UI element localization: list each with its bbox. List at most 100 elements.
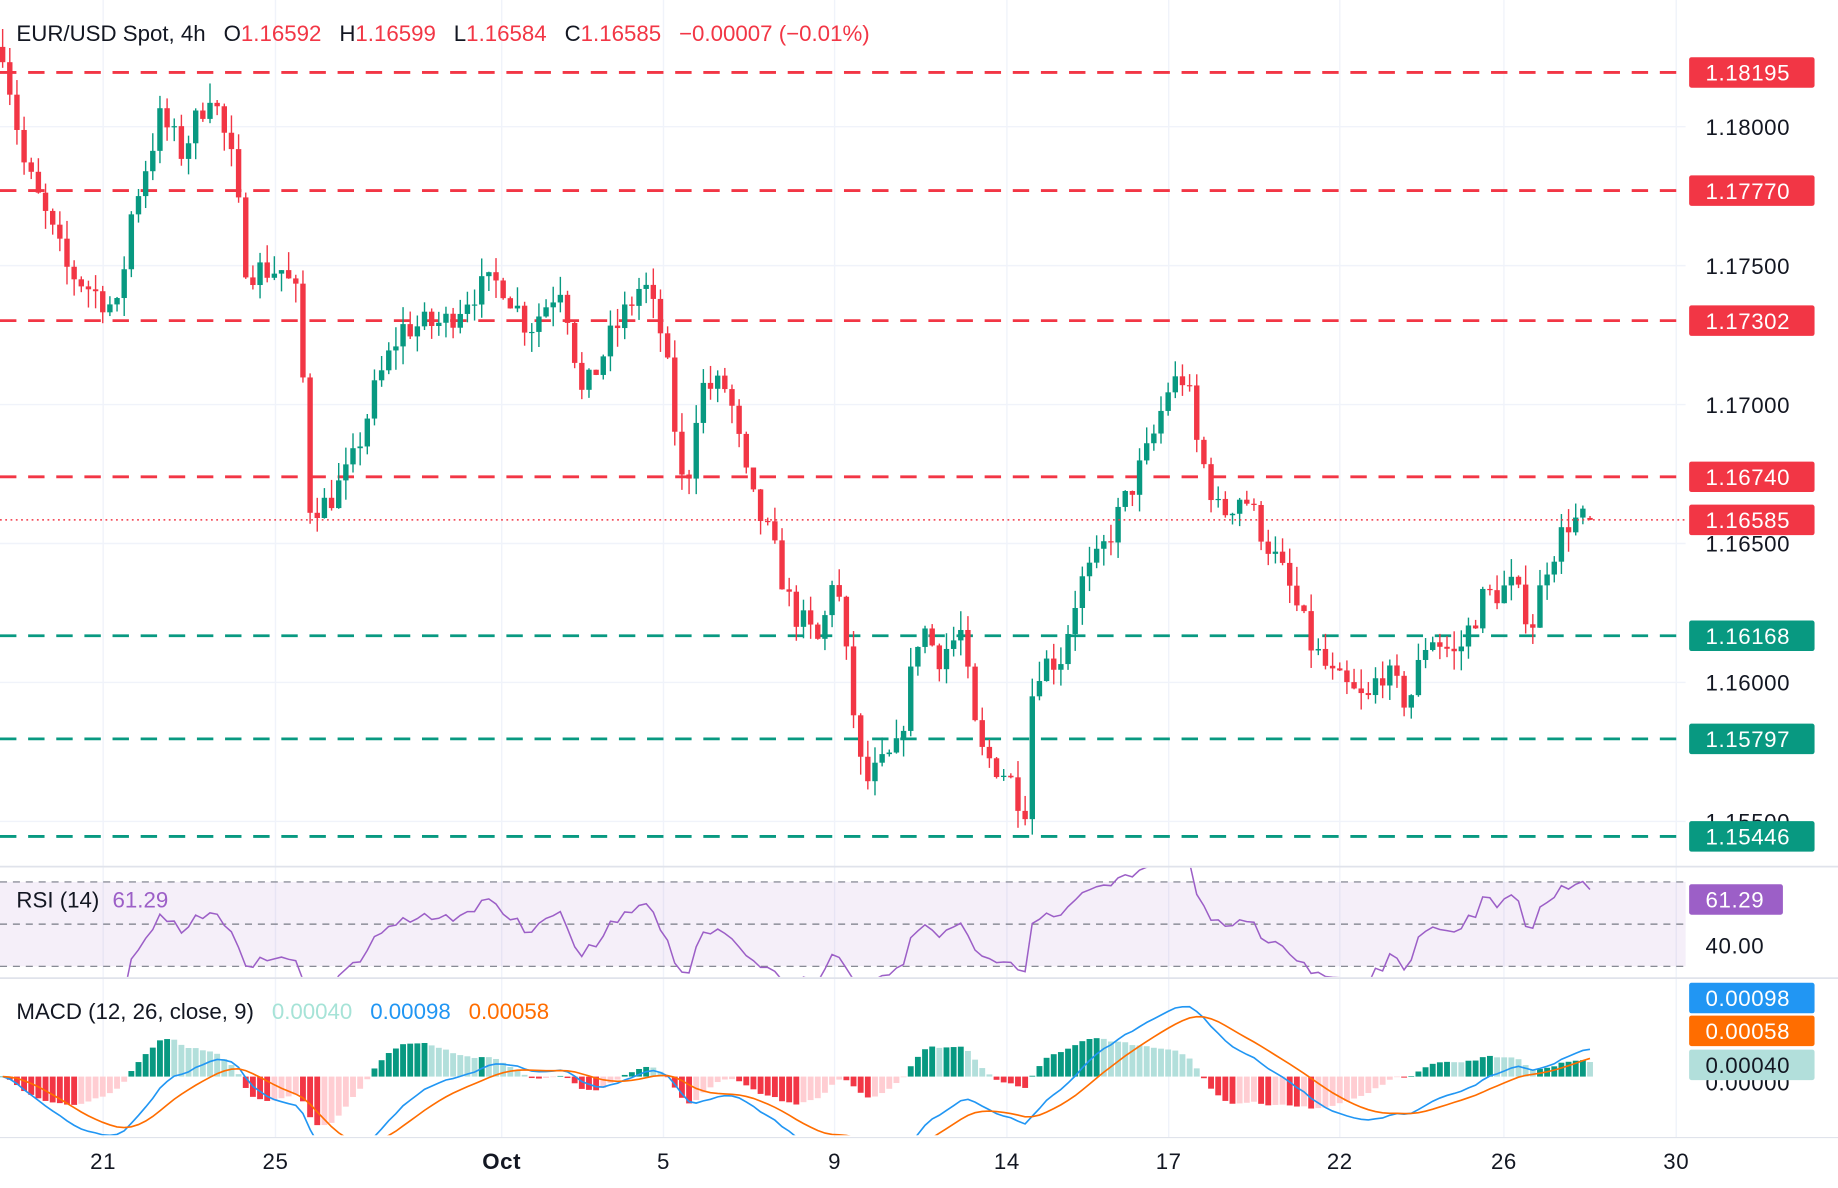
candle-body xyxy=(1051,658,1057,670)
candle xyxy=(1251,498,1257,511)
candle xyxy=(436,311,442,336)
time-tick-label: 30 xyxy=(1663,1149,1689,1174)
macd-hist-bar xyxy=(1093,1038,1100,1077)
candle-body xyxy=(650,284,657,299)
close-label: C xyxy=(565,21,581,46)
candle xyxy=(607,310,614,372)
candle-body xyxy=(278,270,285,274)
candle-body xyxy=(343,464,349,481)
candle xyxy=(1315,638,1322,656)
macd-hist-bar xyxy=(1501,1057,1508,1077)
macd-hist-bar xyxy=(128,1071,135,1077)
candle-body xyxy=(250,277,256,286)
macd-hist-bar xyxy=(493,1058,499,1077)
candle xyxy=(1086,546,1093,592)
time-axis[interactable]: 21 25 Oct 5 9 14 17 22 26 30 xyxy=(90,1149,1689,1174)
candle xyxy=(257,252,263,299)
candle-body xyxy=(1437,642,1443,647)
resistance-level-badge xyxy=(1689,57,1815,88)
support-level-badge xyxy=(1689,821,1815,852)
rsi-legend[interactable]: RSI (14) 61.29 xyxy=(16,888,168,913)
current-price-badge-text: 1.16585 xyxy=(1706,508,1791,533)
macd-hist-bar xyxy=(607,1076,614,1083)
candle-body xyxy=(14,94,20,130)
macd-hist-bar xyxy=(64,1076,70,1105)
time-tick-label: 25 xyxy=(262,1149,288,1174)
candle xyxy=(1480,586,1486,634)
macd-hist-bar xyxy=(292,1076,299,1095)
candle-body xyxy=(765,520,771,523)
candle-body xyxy=(7,62,13,95)
candle-body xyxy=(1301,605,1307,612)
macd-value-badge xyxy=(1689,982,1815,1014)
macd-hist-bar xyxy=(1179,1054,1186,1077)
candle-body xyxy=(357,446,363,449)
candle xyxy=(21,116,27,175)
macd-hist-bar xyxy=(1129,1045,1136,1077)
candle xyxy=(529,323,535,352)
symbol-title[interactable]: EUR/USD Spot, 4h xyxy=(16,21,205,46)
candle-body xyxy=(1244,499,1250,504)
macd-hist-bar xyxy=(1343,1076,1350,1101)
macd-hist-bar xyxy=(328,1076,335,1123)
candle xyxy=(707,365,714,400)
time-tick-label: 17 xyxy=(1156,1149,1182,1174)
candle xyxy=(1415,643,1422,697)
candle xyxy=(1351,668,1357,690)
candle-body xyxy=(42,192,49,211)
candle-body xyxy=(822,615,828,639)
candle xyxy=(600,354,606,380)
candle xyxy=(829,580,835,628)
candle xyxy=(872,747,878,796)
macd-hist-bar xyxy=(650,1067,657,1077)
macd-hist-bar xyxy=(392,1048,399,1077)
macd-hist-bar xyxy=(142,1054,149,1077)
candle xyxy=(1122,490,1128,512)
macd-hist-bar xyxy=(628,1072,635,1077)
macd-hist-bar xyxy=(42,1076,49,1101)
candle xyxy=(1072,590,1078,651)
candle-body xyxy=(908,666,914,731)
candle xyxy=(1430,636,1436,652)
candle-body xyxy=(1151,433,1157,444)
macd-hist-bar xyxy=(814,1076,821,1099)
candle-body xyxy=(1408,695,1414,708)
macd-hist-bar xyxy=(1208,1076,1214,1089)
candle xyxy=(264,245,270,283)
candle xyxy=(1472,619,1479,629)
horizontal-levels xyxy=(0,71,1686,838)
candle-body xyxy=(1022,810,1028,820)
candle xyxy=(922,625,928,654)
candle xyxy=(765,517,771,526)
candle-body xyxy=(1315,648,1322,651)
candle xyxy=(57,211,63,252)
candle-body xyxy=(185,143,192,159)
candle xyxy=(314,497,320,532)
candle xyxy=(400,307,406,365)
resistance-level-badge-text: 1.18195 xyxy=(1706,61,1791,86)
candle-body xyxy=(972,666,978,721)
macd-hist-bar xyxy=(1050,1054,1057,1077)
macd-hist-bar xyxy=(771,1076,778,1098)
macd-hist-bar xyxy=(829,1076,836,1085)
macd-legend[interactable]: MACD (12, 26, close, 9) 0.00040 0.00098 … xyxy=(16,999,549,1024)
macd-hist-bar xyxy=(943,1047,950,1077)
candle-body xyxy=(364,418,371,447)
candle xyxy=(1422,638,1429,669)
macd-histogram xyxy=(0,1038,1593,1126)
candle xyxy=(1201,436,1207,469)
macd-hist-bar xyxy=(164,1039,171,1077)
candle xyxy=(185,135,192,175)
candle xyxy=(0,28,6,68)
candles xyxy=(0,28,1593,835)
macd-hist-bar xyxy=(378,1060,385,1077)
candle xyxy=(1308,594,1314,668)
candle-body xyxy=(285,270,292,279)
candle-body xyxy=(293,278,299,284)
candle-body xyxy=(793,591,800,627)
macd-hist-bar xyxy=(307,1076,314,1118)
macd-hist-bar xyxy=(1465,1060,1472,1077)
candle xyxy=(443,306,449,338)
candle-body xyxy=(271,273,278,278)
